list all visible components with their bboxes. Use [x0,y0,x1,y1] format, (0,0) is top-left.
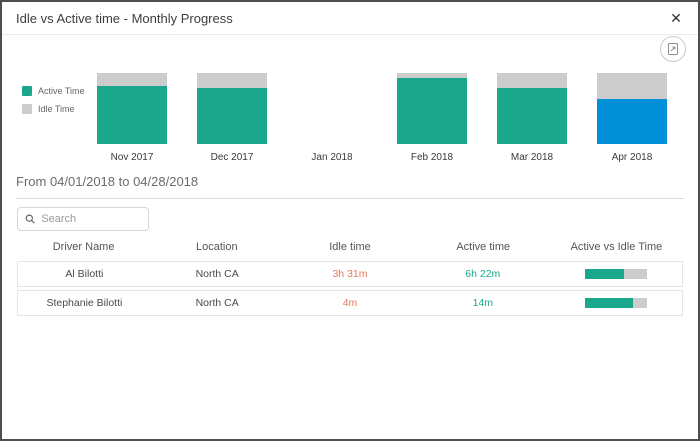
month-bar[interactable] [97,73,167,144]
chart-slot: Dec 2017 [182,73,282,163]
active-ratio-fill [584,298,633,308]
period-title: From 04/01/2018 to 04/28/2018 [16,174,199,189]
active-ratio-fill [584,269,625,279]
chart-slot: Mar 2018 [482,73,582,163]
legend-label: Idle Time [38,104,75,114]
active-vs-idle-bar [584,298,647,308]
table-row[interactable]: Stephanie Bilotti North CA 4m 14m [17,290,683,316]
month-label: Mar 2018 [510,152,554,163]
table-header: Driver Name Location Idle time Active time A… [17,241,683,253]
active-segment [197,87,267,144]
location-cell: North CA [195,297,239,309]
location-cell: North CA [195,268,239,280]
chart-slot: Feb 2018 [382,73,482,163]
idle-time-cell: 4m [342,297,358,309]
search-icon [25,214,35,224]
chart-legend: Active Time Idle Time [22,86,85,114]
close-icon[interactable]: ✕ [666,8,686,28]
active-segment [397,77,467,144]
active-vs-idle-cell [549,269,682,279]
column-header: Idle time [329,241,371,253]
period-divider [16,198,684,199]
legend-swatch-icon [22,86,32,96]
month-label: Feb 2018 [410,152,454,163]
active-time-cell: 6h 22m [465,268,501,280]
idle-time-cell: 3h 31m [332,268,368,280]
search-box[interactable] [17,207,149,231]
monthly-stacked-bar-chart: Nov 2017 Dec 2017 Jan 2018 Feb 2018 Mar 2018… [82,73,682,163]
modal-title: Idle vs Active time - Monthly Progress [16,10,233,26]
month-label: Dec 2017 [210,152,254,163]
month-bar[interactable] [397,73,467,144]
chart-slot: Jan 2018 [282,73,382,163]
idle-segment [197,73,267,88]
driver-name-cell: Stephanie Bilotti [46,297,123,309]
column-header: Location [196,241,238,253]
idle-segment [497,73,567,88]
active-segment [497,87,567,144]
month-label: Apr 2018 [611,152,653,163]
idle-segment [597,73,667,100]
month-label: Nov 2017 [110,152,154,163]
month-bar[interactable] [197,73,267,144]
driver-table: Al Bilotti North CA 3h 31m 6h 22m Stephanie … [17,261,683,319]
export-report-button[interactable] [660,36,686,62]
legend-item: Idle Time [22,104,85,114]
search-input[interactable] [41,213,141,225]
chart-slot: Nov 2017 [82,73,182,163]
month-bar [297,73,367,144]
chart-slot: Apr 2018 [582,73,682,163]
active-segment [97,85,167,144]
legend-swatch-icon [22,104,32,114]
legend-item: Active Time [22,86,85,96]
month-bar[interactable] [597,73,667,144]
column-header: Active vs Idle Time [570,241,663,253]
column-header: Active time [456,241,511,253]
active-vs-idle-cell [549,298,682,308]
column-header: Driver Name [52,241,115,253]
driver-name-cell: Al Bilotti [65,268,104,280]
table-row[interactable]: Al Bilotti North CA 3h 31m 6h 22m [17,261,683,287]
active-time-cell: 14m [472,297,493,309]
idle-segment [397,73,467,78]
legend-label: Active Time [38,86,85,96]
month-bar[interactable] [497,73,567,144]
month-label: Jan 2018 [311,152,353,163]
active-segment [597,99,667,144]
modal-header: Idle vs Active time - Monthly Progress ✕ [2,2,698,35]
export-report-icon [668,43,678,55]
idle-segment [97,73,167,86]
active-vs-idle-bar [584,269,647,279]
